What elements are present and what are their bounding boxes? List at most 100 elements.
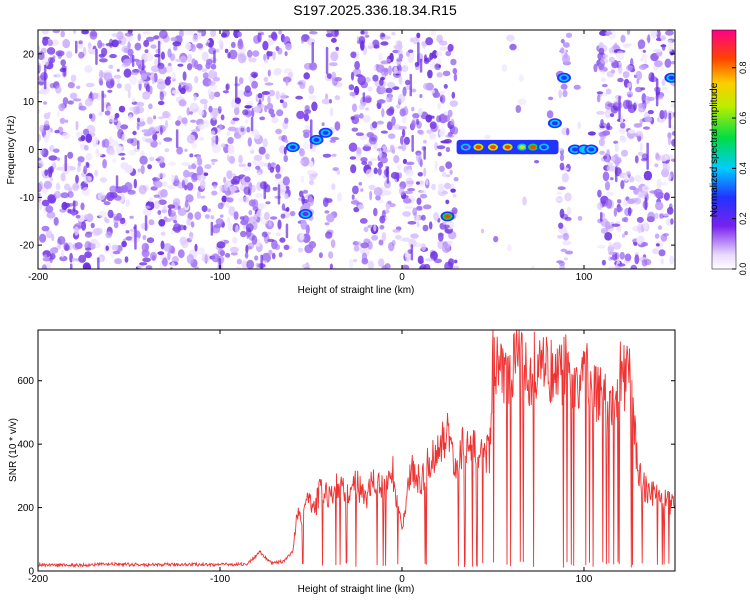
noise-blob <box>38 51 45 61</box>
noise-blob <box>64 119 69 123</box>
noise-blob <box>302 129 311 134</box>
noise-blob <box>280 213 286 219</box>
noise-blob <box>196 165 204 176</box>
noise-blob <box>419 263 427 269</box>
noise-blob <box>554 197 563 202</box>
noise-blob <box>624 253 632 262</box>
noise-blob <box>518 74 525 82</box>
noise-blob <box>157 100 165 106</box>
noise-blob <box>285 79 289 86</box>
noise-blob <box>359 103 365 110</box>
noise-blob <box>142 257 151 263</box>
noise-blob <box>210 113 214 119</box>
noise-blob <box>405 169 414 177</box>
snr-panel: -200 -100 0 100 0 200 400 600 Height of straigh… <box>8 329 676 595</box>
colorbar-tick-label: 0.4 <box>738 162 748 175</box>
noise-blob <box>325 231 333 239</box>
noise-blob <box>89 91 93 99</box>
noise-blob <box>204 164 212 170</box>
noise-blob <box>602 155 608 160</box>
noise-blob <box>226 216 231 224</box>
noise-blob <box>207 88 212 95</box>
noise-blob <box>639 142 643 152</box>
noise-blob <box>224 48 229 54</box>
noise-blob <box>359 246 365 254</box>
noise-blob <box>56 157 61 161</box>
noise-blob <box>667 173 671 183</box>
noise-blob <box>181 117 188 125</box>
noise-streak <box>115 175 119 189</box>
noise-blob <box>127 90 131 99</box>
noise-blob <box>452 265 460 269</box>
noise-blob <box>638 106 646 113</box>
noise-blob <box>247 162 252 167</box>
noise-blob <box>240 230 247 238</box>
noise-blob <box>612 241 622 250</box>
noise-blob <box>308 197 314 206</box>
noise-blob <box>167 251 171 261</box>
noise-blob <box>410 233 419 239</box>
noise-blob <box>221 195 227 203</box>
noise-blob <box>402 128 406 138</box>
noise-blob <box>83 144 89 151</box>
figure-title: S197.2025.336.18.34.R15 <box>293 2 457 18</box>
noise-blob <box>149 156 155 162</box>
noise-blob <box>353 206 360 213</box>
noise-blob <box>411 106 415 112</box>
noise-blob <box>75 174 79 184</box>
colorbar-tick-label: 0.0 <box>738 263 748 276</box>
noise-blob <box>453 177 459 182</box>
noise-blob <box>662 213 670 217</box>
noise-blob <box>216 241 226 249</box>
noise-blob <box>187 63 193 71</box>
noise-blob <box>227 126 237 132</box>
noise-blob <box>380 130 388 134</box>
noise-blob <box>309 31 318 35</box>
noise-blob <box>349 156 357 160</box>
noise-blob <box>238 77 244 85</box>
noise-streak <box>655 78 659 107</box>
colorbar: 0.0 0.2 0.4 0.6 0.8 Normalized spectral ampl… <box>709 29 748 276</box>
noise-blob <box>55 85 62 94</box>
noise-blob <box>105 218 110 224</box>
noise-blob <box>256 210 263 218</box>
noise-blob <box>155 158 161 162</box>
noise-blob <box>153 58 159 66</box>
noise-blob <box>559 154 565 162</box>
noise-blob <box>53 148 60 153</box>
noise-blob <box>117 40 122 44</box>
noise-blob <box>183 30 192 36</box>
noise-streak <box>668 112 672 129</box>
noise-blob <box>601 83 608 88</box>
noise-blob <box>562 42 570 48</box>
noise-blob <box>421 214 426 221</box>
noise-blob <box>197 247 206 255</box>
noise-blob <box>109 139 119 147</box>
noise-blob <box>428 221 433 230</box>
y-tick-label: 0 <box>28 567 34 578</box>
noise-blob <box>46 47 56 55</box>
noise-blob <box>265 201 271 205</box>
noise-blob <box>296 110 305 120</box>
noise-blob <box>137 33 141 42</box>
noise-blob <box>120 185 129 193</box>
feature-core <box>444 214 451 219</box>
noise-blob <box>336 169 341 175</box>
noise-blob <box>42 56 49 67</box>
noise-blob <box>620 34 626 43</box>
noise-blob <box>202 120 207 124</box>
noise-blob <box>334 95 341 101</box>
noise-blob <box>171 261 175 268</box>
noise-streak <box>417 42 420 66</box>
noise-blob <box>371 234 379 241</box>
noise-blob <box>283 244 290 250</box>
colorbar-tick-label: 0.2 <box>738 212 748 225</box>
noise-blob <box>69 92 78 100</box>
noise-blob <box>210 130 216 135</box>
noise-blob <box>376 99 386 104</box>
noise-blob <box>109 53 117 59</box>
noise-blob <box>376 64 385 73</box>
noise-blob <box>665 30 674 36</box>
noise-blob <box>439 127 446 137</box>
noise-blob <box>186 182 194 191</box>
